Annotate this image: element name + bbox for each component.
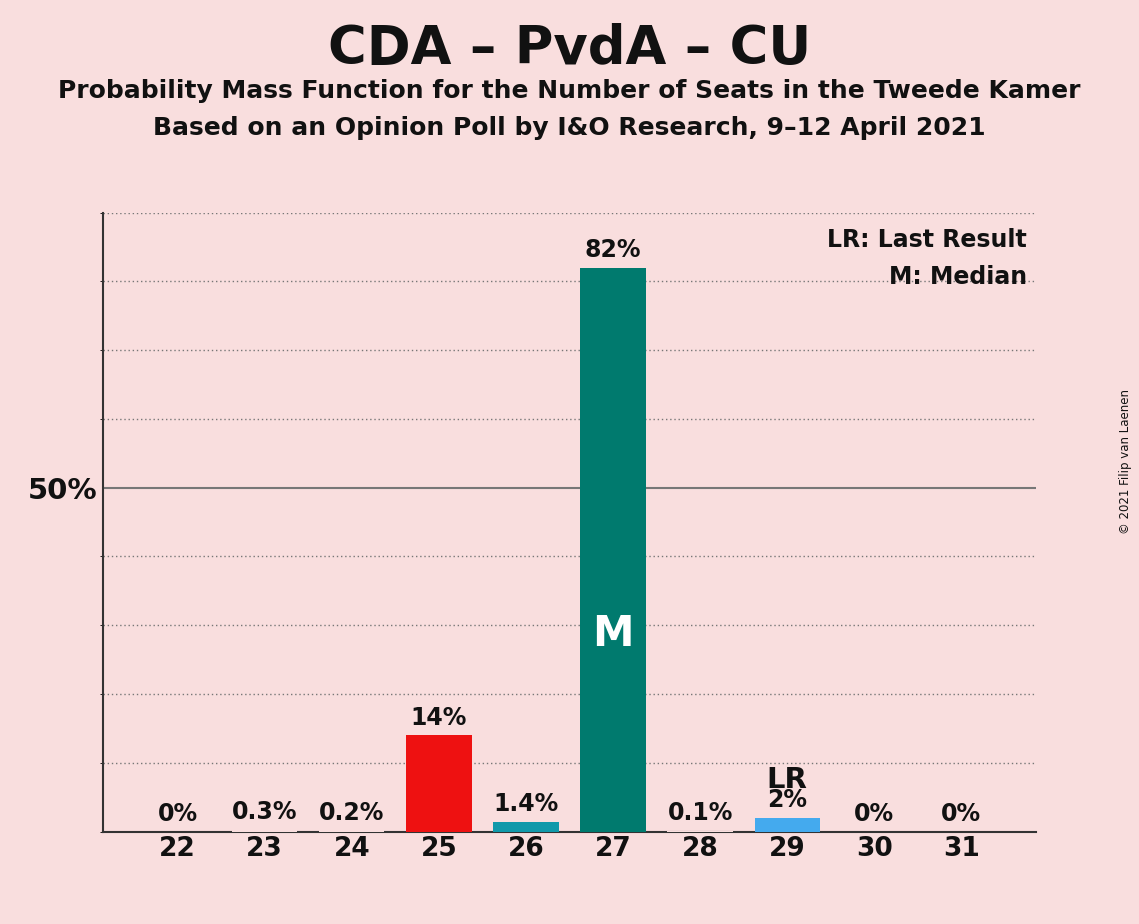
Text: LR: Last Result: LR: Last Result — [827, 228, 1027, 252]
Bar — [754, 818, 820, 832]
Bar — [407, 736, 472, 832]
Text: 1.4%: 1.4% — [493, 793, 558, 817]
Text: M: M — [592, 614, 633, 655]
Text: 82%: 82% — [584, 238, 641, 262]
Text: M: Median: M: Median — [890, 265, 1027, 289]
Bar — [232, 830, 297, 832]
Text: 2%: 2% — [768, 788, 808, 812]
Text: 0%: 0% — [941, 802, 982, 826]
Bar — [493, 822, 558, 832]
Text: Based on an Opinion Poll by I&O Research, 9–12 April 2021: Based on an Opinion Poll by I&O Research… — [153, 116, 986, 140]
Text: 0.2%: 0.2% — [319, 801, 385, 825]
Text: CDA – PvdA – CU: CDA – PvdA – CU — [328, 23, 811, 75]
Text: 14%: 14% — [411, 706, 467, 730]
Text: 0.3%: 0.3% — [232, 800, 297, 824]
Text: Probability Mass Function for the Number of Seats in the Tweede Kamer: Probability Mass Function for the Number… — [58, 79, 1081, 103]
Text: © 2021 Filip van Laenen: © 2021 Filip van Laenen — [1118, 390, 1132, 534]
Text: 0%: 0% — [157, 802, 198, 826]
Bar — [319, 831, 385, 832]
Text: 0%: 0% — [854, 802, 894, 826]
Text: 0.1%: 0.1% — [667, 801, 732, 825]
Bar — [581, 268, 646, 832]
Text: LR: LR — [767, 766, 808, 794]
